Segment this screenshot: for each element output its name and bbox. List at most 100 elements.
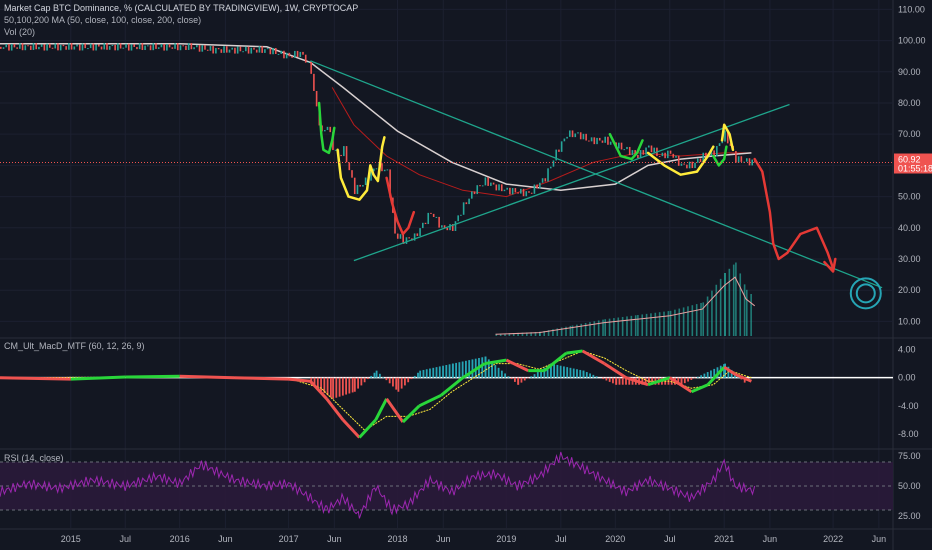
macd-histogram-bar [382, 376, 385, 378]
macd-histogram-bar [465, 360, 467, 378]
macd-histogram-bar [670, 377, 673, 385]
time-axis-tick-label: 2019 [496, 534, 516, 544]
volume-bar [539, 331, 541, 336]
time-axis-tick-label: 2018 [387, 534, 407, 544]
macd-histogram-bar [605, 377, 608, 381]
volume-bar [682, 307, 685, 336]
last-price-value: 60.92 [898, 155, 921, 165]
macd-axis-tick-label: 4.00 [898, 345, 916, 355]
macd-histogram-bar [407, 377, 410, 383]
macd-histogram-bar [582, 370, 585, 378]
price-candle [394, 212, 396, 234]
price-candle [465, 202, 468, 205]
volume-bar [565, 326, 567, 336]
price-candle [272, 48, 274, 55]
volume-bar [571, 325, 574, 336]
price-candle [688, 161, 691, 169]
hand-drawn-annotation [720, 123, 735, 152]
price-candle [566, 136, 568, 139]
macd-histogram-bar [621, 377, 624, 385]
macd-histogram-bar [484, 356, 487, 378]
macd-histogram-bar [543, 367, 546, 378]
price-candle [0, 46, 2, 49]
macd-histogram-bar [514, 377, 516, 382]
price-candle [62, 44, 65, 47]
price-candle [547, 168, 549, 182]
price-candle [539, 182, 541, 189]
price-candle [261, 46, 263, 53]
price-candle [705, 152, 707, 157]
macd-histogram-bar [625, 377, 627, 385]
price-candle [737, 156, 740, 163]
price-candle [78, 44, 81, 51]
price-candle [247, 46, 250, 54]
macd-histogram-bar [608, 377, 611, 382]
price-candle [185, 45, 187, 50]
macd-signal-line [0, 350, 752, 432]
price-axis-tick-label: 50.00 [898, 192, 921, 202]
price-candle [383, 169, 386, 172]
time-axis-tick-label: Jun [763, 534, 778, 544]
price-candle [87, 48, 89, 50]
volume-bar [634, 315, 637, 336]
macd-histogram-bar [723, 364, 725, 378]
macd-histogram-bar [703, 373, 706, 378]
macd-histogram-bar [507, 376, 510, 378]
price-candle [421, 222, 424, 229]
volume-bar [667, 311, 670, 336]
price-axis-tick-label: 70.00 [898, 129, 921, 139]
price-candle [334, 149, 337, 151]
time-axis-tick-label: 2017 [279, 534, 299, 544]
price-candle [264, 49, 266, 53]
price-candle [653, 147, 656, 153]
macd-histogram-bar [628, 377, 631, 385]
price-axis-tick-label: 90.00 [898, 67, 921, 77]
macd-line-segment [418, 393, 442, 408]
price-candle [204, 45, 206, 50]
price-candle [631, 150, 634, 156]
price-candle [245, 46, 247, 52]
volume-bar [645, 313, 648, 336]
time-axis-tick-label: 2015 [61, 534, 81, 544]
price-candle [530, 192, 533, 194]
price-candle [21, 43, 24, 51]
price-candle [588, 140, 590, 142]
macd-line-segment [543, 351, 568, 372]
macd-histogram-bar [585, 372, 588, 378]
price-candle [176, 43, 179, 51]
macd-histogram-bar [530, 376, 533, 378]
macd-histogram-bar [410, 377, 413, 380]
macd-line-segment [234, 376, 289, 381]
volume-bar [621, 316, 624, 336]
price-candle [76, 44, 78, 47]
price-candle [68, 43, 70, 50]
price-candle [196, 45, 198, 48]
price-axis-tick-label: 10.00 [898, 316, 921, 326]
price-candle [73, 46, 76, 50]
macd-line-segment [125, 374, 180, 379]
price-candle [345, 146, 348, 163]
macd-histogram-bar [713, 368, 716, 378]
price-candle [718, 143, 721, 147]
price-candle [19, 43, 21, 49]
price-candle [574, 133, 577, 138]
price-candle [637, 154, 639, 159]
price-candle [141, 43, 144, 51]
price-candle [492, 182, 495, 185]
price-candle [315, 90, 318, 107]
time-axis-tick-label: 2021 [714, 534, 734, 544]
macd-line-segment [581, 349, 606, 365]
price-candle [171, 47, 174, 49]
macd-histogram-bar [445, 365, 448, 378]
price-candle [721, 141, 724, 144]
bar-countdown: 01:55:18 [898, 164, 932, 174]
macd-histogram-bar [566, 367, 569, 378]
price-candle [522, 188, 525, 197]
volume-bar [719, 278, 722, 336]
macd-histogram-bar [700, 375, 703, 378]
price-candle [585, 133, 587, 141]
macd-histogram-bar [481, 357, 484, 378]
volume-bar [687, 306, 689, 336]
volume-bar [504, 333, 506, 336]
